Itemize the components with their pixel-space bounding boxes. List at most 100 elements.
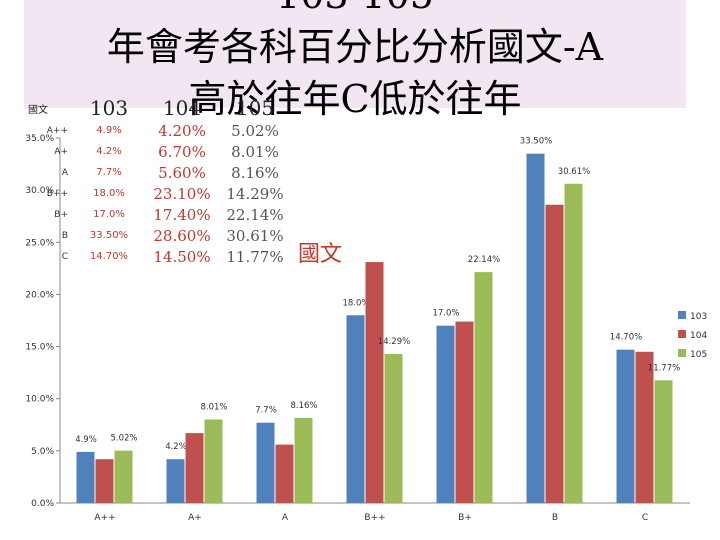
title-background: [24, 0, 686, 108]
table-cell-grade: A: [61, 167, 68, 178]
table-year-header-105: 105: [235, 96, 275, 120]
y-tick-label: 25.0%: [25, 238, 54, 248]
table-cell-104: 17.40%: [153, 205, 211, 224]
title-line-1: 103-105: [24, 0, 686, 18]
table-cell-105: 30.61%: [226, 226, 284, 245]
data-label: 14.70%: [610, 333, 642, 343]
table-cell-103: 18.0%: [93, 188, 125, 199]
bar-103-A: [256, 422, 275, 503]
table-cell-103: 4.2%: [96, 146, 122, 157]
data-label: 8.16%: [290, 401, 317, 411]
legend-label: 103: [690, 312, 707, 322]
data-label: 14.29%: [378, 337, 410, 347]
y-tick-label: 30.0%: [25, 186, 54, 196]
x-category-label: A++: [94, 513, 115, 523]
data-label: 8.01%: [200, 402, 227, 412]
x-category-label: A: [282, 513, 289, 523]
table-row: B 33.50% 28.60% 30.61%: [28, 225, 290, 246]
title-line-2: 年會考各科百分比分析國文-A: [106, 25, 604, 69]
table-cell-103: 7.7%: [96, 167, 122, 178]
bar-105-A++: [114, 450, 133, 503]
bar-105-C: [654, 380, 673, 503]
table-cell-104: 14.50%: [153, 247, 211, 266]
y-tick-label: 35.0%: [25, 134, 54, 144]
y-tick-label: 10.0%: [25, 395, 54, 405]
bar-103-A+: [166, 459, 185, 503]
table-header-row: 國文 103 104 105: [28, 96, 290, 120]
table-cell-103: 33.50%: [89, 230, 129, 241]
table-year-header-104: 104: [162, 96, 202, 120]
table-row: B++ 18.0% 23.10% 14.29%: [28, 183, 290, 204]
x-category-label: C: [642, 513, 648, 523]
data-label: 30.61%: [558, 167, 590, 177]
x-category-label: B++: [364, 513, 385, 523]
bar-103-B+: [436, 325, 455, 503]
bar-104-A++: [95, 459, 114, 503]
bar-105-A: [294, 417, 313, 503]
bar-105-B++: [384, 353, 403, 503]
x-category-label: B: [552, 513, 558, 523]
chart-subject-label: 國文: [298, 242, 343, 267]
bar-104-A: [275, 444, 294, 503]
table-cell-104: 23.10%: [153, 184, 211, 203]
y-tick-label: 15.0%: [25, 343, 54, 353]
table-row: A+ 4.2% 6.70% 8.01%: [28, 141, 290, 162]
data-label: 5.02%: [110, 434, 137, 444]
bar-105-B+: [474, 272, 493, 503]
bar-103-C: [616, 349, 635, 503]
legend-swatch-105: [678, 349, 686, 357]
legend-label: 105: [690, 350, 707, 360]
table-cell-104: 6.70%: [158, 142, 206, 161]
bar-105-A+: [204, 419, 223, 503]
bar-104-C: [635, 351, 654, 503]
data-label: 4.2%: [165, 442, 187, 452]
table-cell-grade: C: [61, 251, 68, 262]
data-label: 11.77%: [648, 363, 680, 373]
table-year-header-103: 103: [89, 96, 129, 120]
data-label: 7.7%: [255, 406, 277, 416]
x-category-label: A+: [188, 513, 202, 523]
bar-104-B+: [455, 321, 474, 503]
table-cell-grade: B+: [54, 209, 68, 220]
legend-swatch-103: [678, 311, 686, 319]
data-table: 國文 103 104 105 A++ 4.9% 4.20% 5.02% A+ 4.2% 6.…: [28, 96, 290, 267]
table-cell-grade: A+: [54, 146, 68, 157]
table-cell-103: 14.70%: [89, 251, 129, 262]
data-label: 17.0%: [432, 309, 459, 319]
bar-104-A+: [185, 433, 204, 503]
table-cell-104: 4.20%: [158, 121, 206, 140]
data-table-body: 國文 103 104 105 A++ 4.9% 4.20% 5.02% A+ 4.2% 6.…: [28, 96, 290, 267]
title-line-3: 高於往年C低於往年: [188, 77, 522, 121]
table-cell-104: 5.60%: [158, 163, 206, 182]
table-cell-grade: B: [61, 230, 68, 241]
table-cell-105: 8.16%: [231, 163, 279, 182]
table-cell-105: 5.02%: [231, 121, 279, 140]
table-cell-105: 8.01%: [231, 142, 279, 161]
data-label: 4.9%: [75, 435, 97, 445]
data-label: 22.14%: [468, 255, 500, 265]
table-row: C 14.70% 14.50% 11.77%: [28, 246, 290, 267]
table-subject-header: 國文: [28, 104, 48, 116]
table-row: B+ 17.0% 17.40% 22.14%: [28, 204, 290, 225]
y-tick-label: 5.0%: [31, 447, 54, 457]
bar-105-B: [564, 183, 583, 503]
table-cell-grade: A++: [46, 125, 68, 136]
legend-swatch-104: [678, 330, 686, 338]
legend-label: 104: [690, 331, 707, 341]
bar-103-B++: [346, 315, 365, 503]
data-label: 33.50%: [520, 137, 552, 147]
table-cell-105: 11.77%: [226, 247, 284, 266]
bar-104-B: [545, 204, 564, 503]
y-tick-label: 0.0%: [31, 499, 54, 509]
table-cell-105: 14.29%: [226, 184, 284, 203]
bar-103-B: [526, 153, 545, 503]
data-label: 18.0%: [342, 298, 369, 308]
table-cell-103: 4.9%: [96, 125, 122, 136]
bar-103-A++: [76, 451, 95, 503]
bar-104-B++: [365, 262, 384, 503]
table-cell-grade: B++: [46, 188, 68, 199]
table-cell-105: 22.14%: [226, 205, 284, 224]
table-row: A 7.7% 5.60% 8.16%: [28, 162, 290, 183]
